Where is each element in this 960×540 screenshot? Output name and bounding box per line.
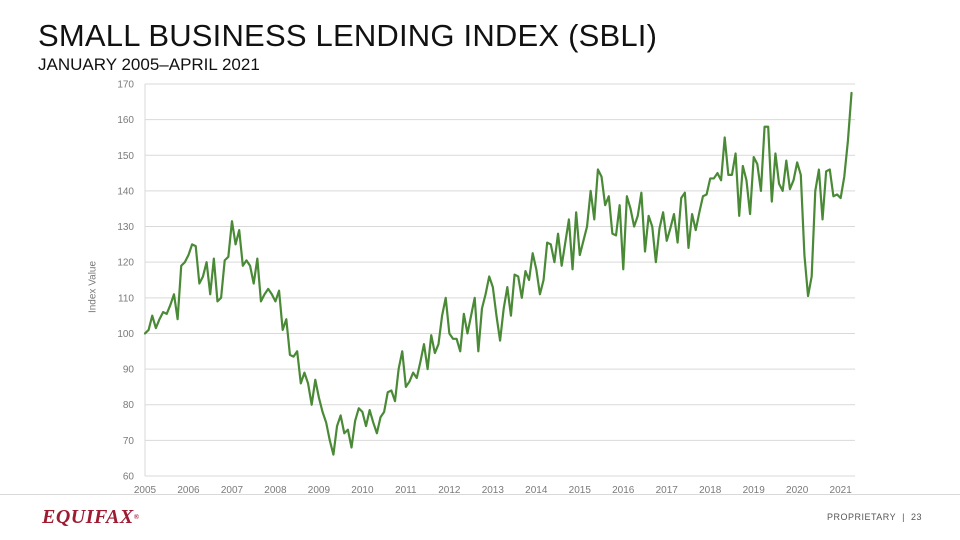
y-tick-label: 130 [117,222,134,233]
x-tick-label: 2021 [830,485,853,496]
x-tick-label: 2016 [612,485,635,496]
y-tick-label: 90 [123,365,135,376]
series-line-sbli [143,91,853,456]
x-axis-ticks: 2005 2006 2007 2008 2009 2010 2011 2012 2013 2014… [134,485,852,496]
y-tick-label: 60 [123,472,135,483]
y-tick-label: 160 [117,115,134,126]
x-tick-label: 2007 [221,485,244,496]
y-tick-label: 80 [123,400,135,411]
x-tick-label: 2018 [699,485,722,496]
x-tick-label: 2015 [569,485,592,496]
chart-title: SMALL BUSINESS LENDING INDEX (SBLI) [38,18,658,53]
y-tick-label: 150 [117,151,134,162]
series-layer [143,91,853,456]
y-axis-ticks: 60 70 80 90 100 110 120 130 140 150 160 170 [117,80,134,483]
y-tick-label: 70 [123,436,135,447]
footer-divider [0,494,960,495]
gridlines [144,83,855,477]
x-tick-label: 2019 [743,485,766,496]
equifax-logo: EQUIFAX® [42,506,140,528]
y-tick-label: 170 [117,80,134,91]
x-tick-label: 2012 [438,485,461,496]
x-tick-label: 2005 [134,485,157,496]
x-tick-label: 2020 [786,485,809,496]
chart-subtitle: JANUARY 2005–APRIL 2021 [38,55,260,74]
x-tick-label: 2011 [395,485,417,496]
y-tick-label: 100 [117,329,134,340]
x-tick-label: 2013 [482,485,505,496]
x-tick-label: 2006 [177,485,200,496]
y-tick-label: 110 [118,293,134,304]
y-tick-label: 140 [117,186,134,197]
x-tick-label: 2010 [351,485,374,496]
footer-separator: | [902,512,905,522]
y-tick-label: 120 [117,258,134,269]
x-tick-label: 2009 [308,485,331,496]
x-tick-label: 2017 [656,485,679,496]
x-tick-label: 2014 [525,485,548,496]
page-number: 23 [910,512,922,522]
footer-label: PROPRIETARY | 23 [827,512,922,522]
proprietary-label: PROPRIETARY [826,512,897,522]
x-tick-label: 2008 [264,485,287,496]
